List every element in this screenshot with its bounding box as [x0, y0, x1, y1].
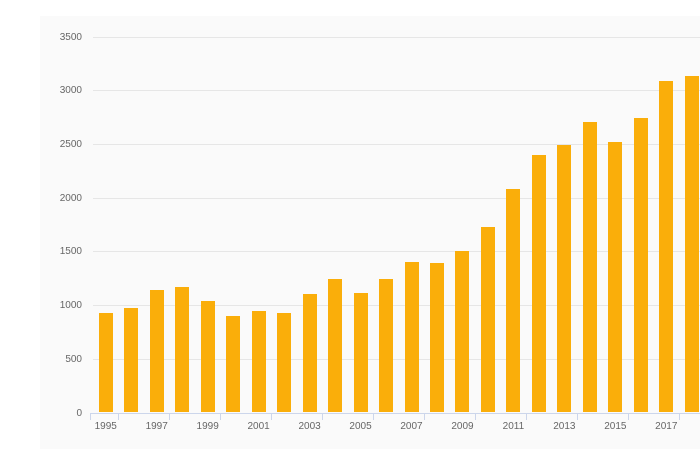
gridline [93, 90, 700, 92]
bar-chart: 0 500 1000 1500 2000 2500 3000 3500 1995 1997 1999… [40, 16, 700, 449]
y-axis-label: 0 [76, 407, 82, 419]
x-axis-tick [577, 413, 579, 420]
bar-1996[interactable] [124, 307, 139, 413]
y-axis-label: 3000 [59, 85, 82, 97]
x-axis-tick [475, 413, 477, 420]
bar-2006[interactable] [379, 279, 394, 413]
x-axis-tick [373, 413, 375, 420]
x-axis-tick [169, 413, 171, 420]
y-axis-label: 500 [65, 353, 82, 365]
bar-2014[interactable] [582, 122, 597, 413]
y-axis-label: 2500 [59, 138, 82, 150]
gridline [93, 251, 700, 253]
x-axis-tick [220, 413, 222, 420]
x-axis-label: 1997 [145, 420, 168, 432]
x-axis-label: 2001 [247, 420, 270, 432]
bar-2010[interactable] [480, 226, 495, 413]
bar-2017[interactable] [659, 80, 674, 413]
x-axis-label: 2019 [695, 421, 700, 432]
y-axis-label: 1000 [59, 300, 82, 312]
bar-2009[interactable] [455, 250, 470, 413]
x-axis-label: 2011 [502, 420, 525, 432]
x-axis-label: 2015 [604, 420, 627, 432]
bar-2012[interactable] [531, 154, 546, 413]
y-axis-label: 2000 [59, 192, 82, 204]
bar-2007[interactable] [404, 261, 419, 413]
x-axis-label: 2013 [553, 420, 576, 432]
x-axis-tick [271, 413, 273, 420]
y-axis-label: 3500 [59, 31, 82, 43]
x-axis-label: 2005 [349, 420, 372, 432]
x-axis-label: 2003 [298, 420, 321, 432]
bar-2015[interactable] [608, 141, 623, 413]
bar-2008[interactable] [429, 263, 444, 413]
gridline [93, 197, 700, 199]
x-axis-label: 2007 [400, 420, 423, 432]
x-axis-tick [118, 413, 120, 420]
x-axis-label: 1999 [196, 420, 219, 432]
bar-2018[interactable] [684, 76, 699, 413]
bar-2001[interactable] [251, 310, 266, 413]
x-axis-tick [526, 413, 528, 420]
bar-1995[interactable] [98, 312, 113, 413]
bar-1997[interactable] [149, 290, 164, 413]
bar-1999[interactable] [200, 301, 215, 413]
gridline [93, 305, 700, 307]
x-axis-tick [322, 413, 324, 420]
bar-2011[interactable] [506, 189, 521, 413]
bar-2003[interactable] [302, 293, 317, 413]
gridline [93, 143, 700, 145]
bar-2002[interactable] [277, 312, 292, 413]
gridline [93, 36, 700, 38]
x-axis-tick [628, 413, 630, 420]
bar-2005[interactable] [353, 292, 368, 413]
x-axis-tick [679, 413, 681, 420]
bar-2016[interactable] [633, 118, 648, 413]
x-axis-label: 1995 [94, 420, 117, 432]
x-axis-label: 2009 [451, 420, 474, 432]
bar-2013[interactable] [557, 145, 572, 413]
x-axis-tick [424, 413, 426, 420]
bar-2000[interactable] [226, 315, 241, 413]
x-axis-line [90, 412, 700, 414]
bar-1998[interactable] [175, 286, 190, 413]
x-axis-tick [90, 413, 91, 420]
y-axis-label: 1500 [59, 246, 82, 258]
x-axis-label: 2017 [655, 420, 678, 432]
gridline [93, 358, 700, 360]
bar-2004[interactable] [328, 278, 343, 413]
